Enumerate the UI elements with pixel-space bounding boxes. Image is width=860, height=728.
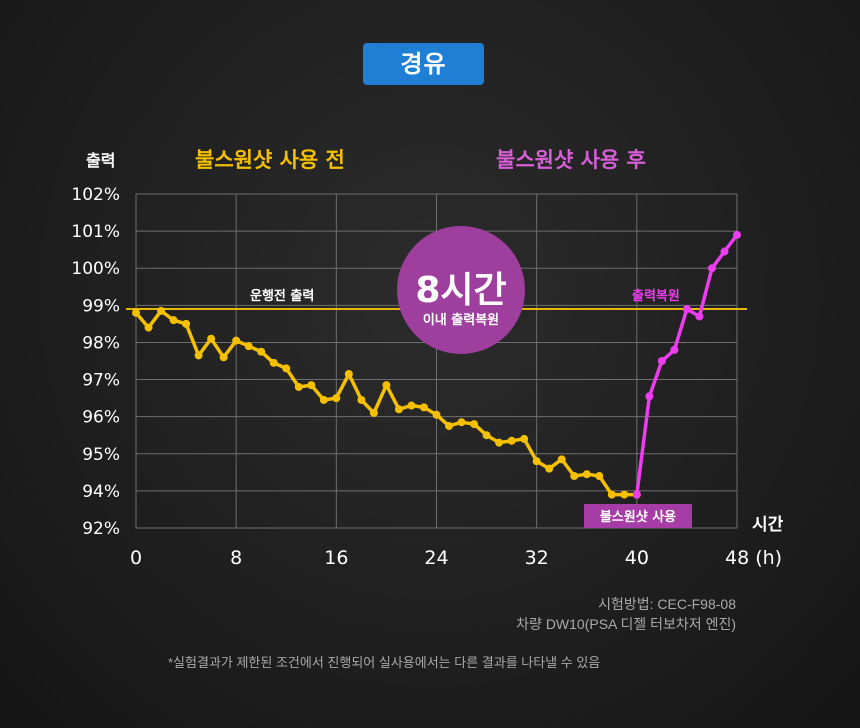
data-point [645, 392, 654, 401]
baseline-label: 운행전 출력 [250, 288, 314, 304]
bubble-small-text: 이내 출력복원 [423, 312, 499, 328]
data-point [344, 369, 353, 378]
data-point [670, 345, 679, 354]
data-point [257, 347, 266, 356]
recovery-bubble: 8시간 이내 출력복원 [397, 226, 525, 354]
data-point [232, 336, 241, 345]
data-point [194, 351, 203, 360]
test-method-note: 시험방법: CEC-F98-08 [598, 596, 736, 612]
data-point [582, 470, 591, 479]
data-point [733, 230, 741, 239]
data-point [332, 394, 341, 403]
bubble-circle [397, 226, 525, 354]
y-tick-label: 97% [82, 371, 120, 391]
y-tick-label: 98% [82, 333, 120, 353]
section-label-after: 불스원샷 사용 후 [496, 148, 646, 172]
data-point [695, 312, 704, 321]
data-point [269, 358, 278, 367]
data-point [482, 431, 491, 440]
data-point [157, 306, 166, 315]
x-tick-labels: 0 8 16 24 32 40 48 (h) [130, 547, 782, 569]
data-point [520, 434, 529, 443]
data-point [244, 342, 253, 351]
x-axis-label: 시간 [752, 515, 784, 535]
data-point [657, 357, 666, 365]
data-point [632, 490, 641, 499]
data-point [557, 455, 566, 464]
data-point [319, 395, 328, 404]
data-point [545, 464, 554, 473]
y-tick-label: 101% [71, 222, 120, 242]
data-point [219, 353, 228, 362]
usage-callout-box [584, 504, 692, 528]
data-point [445, 421, 454, 430]
disclaimer-note: *실험결과가 제한된 조건에서 진행되어 실사용에서는 다른 결과를 나타낼 수… [168, 655, 601, 670]
data-point [307, 381, 316, 390]
data-point [507, 436, 516, 445]
data-point [144, 323, 153, 332]
y-tick-label: 92% [82, 519, 120, 539]
y-tick-label: 94% [82, 482, 120, 502]
data-point [282, 364, 291, 373]
x-tick-label: 40 [625, 547, 649, 569]
data-point [432, 410, 441, 419]
y-axis-label: 출력 [86, 151, 115, 170]
data-point [607, 490, 616, 499]
data-point [294, 382, 303, 391]
bubble-big-text: 8시간 [415, 270, 506, 311]
data-point [595, 472, 604, 481]
data-point [132, 308, 140, 317]
data-point [357, 395, 366, 404]
y-tick-label: 99% [82, 296, 120, 316]
series-points [132, 230, 741, 499]
data-point [470, 420, 479, 429]
fuel-type-badge: 경유 [363, 43, 484, 85]
recovered-label: 출력복원 [632, 288, 680, 304]
y-tick-labels: 92% 94% 95% 96% 97% 98% 99% 100% 101% 102% [71, 185, 120, 539]
usage-callout: 불스원샷 사용 [584, 504, 692, 528]
x-tick-label: 8 [230, 547, 242, 569]
data-point [407, 401, 416, 410]
data-point [532, 457, 541, 466]
data-point [169, 316, 178, 325]
data-point [707, 264, 716, 273]
y-tick-label: 102% [71, 185, 120, 205]
data-point [570, 472, 579, 481]
data-point [419, 403, 428, 412]
data-point [182, 319, 191, 328]
data-point [682, 305, 691, 314]
data-point [620, 490, 629, 499]
y-tick-label: 100% [71, 259, 120, 279]
data-point [495, 438, 504, 447]
x-tick-label: 48 (h) [725, 547, 782, 569]
y-tick-label: 95% [82, 445, 120, 465]
usage-callout-label: 불스원샷 사용 [600, 509, 676, 525]
series-line [635, 233, 739, 495]
x-tick-label: 32 [525, 547, 549, 569]
data-point [369, 408, 378, 417]
data-point [394, 405, 403, 414]
data-point [720, 247, 729, 256]
x-tick-label: 0 [130, 547, 142, 569]
section-label-before: 불스원샷 사용 전 [195, 148, 345, 172]
x-tick-label: 24 [424, 547, 448, 569]
data-point [382, 381, 391, 390]
data-point [457, 418, 466, 427]
data-point [207, 334, 216, 343]
y-tick-label: 96% [82, 408, 120, 428]
vehicle-note: 차량 DW10(PSA 디젤 터보차저 엔진) [516, 616, 736, 632]
x-tick-label: 16 [324, 547, 348, 569]
